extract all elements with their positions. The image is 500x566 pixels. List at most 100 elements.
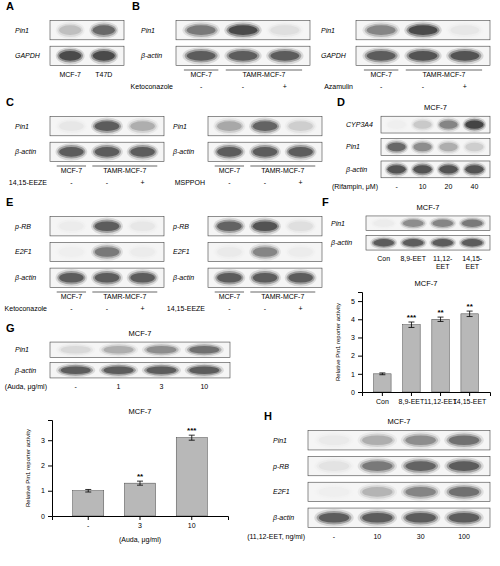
band — [401, 509, 440, 526]
axis-line — [363, 393, 491, 397]
lane-label: - — [200, 83, 203, 90]
panel-letter: A — [6, 0, 14, 12]
band-halo — [57, 23, 83, 36]
band-core — [319, 513, 349, 523]
title: MCF-7 — [415, 279, 438, 288]
band-halo — [129, 119, 157, 132]
band-glow — [99, 343, 138, 357]
band-halo — [101, 365, 136, 376]
band-glow — [444, 432, 483, 449]
blot-strip — [176, 21, 310, 40]
band — [446, 22, 483, 39]
band-halo — [57, 119, 85, 132]
band — [285, 218, 317, 235]
title: MCF-7 — [424, 103, 447, 112]
band-halo — [401, 218, 425, 228]
group-label: TAMR-MCF-7 — [422, 71, 465, 78]
band — [358, 432, 397, 449]
band — [358, 483, 397, 500]
lane-label: T47D — [95, 71, 112, 78]
band — [55, 118, 87, 135]
row-label: β-actin — [140, 52, 162, 60]
axis-line — [48, 421, 53, 517]
lane-label: Con — [377, 255, 390, 262]
bar-chart: 012345Con8,9-EET11,12-EET14,15-EET******… — [335, 279, 491, 405]
band-glow — [463, 139, 487, 154]
band-halo — [317, 511, 352, 525]
lane-label: + — [463, 83, 467, 90]
band — [459, 217, 486, 230]
blot-strip — [50, 342, 230, 357]
band-core — [367, 25, 396, 35]
band-core — [130, 221, 154, 231]
blot-strip — [50, 21, 124, 40]
band-halo — [464, 141, 485, 153]
x-label: (11,12-EET, ng/ml) — [247, 533, 305, 541]
lane-label: MCF-7 — [59, 71, 80, 78]
band-halo — [251, 271, 279, 285]
band-halo — [287, 145, 315, 158]
band — [249, 118, 281, 135]
bar — [124, 483, 155, 516]
lane-label: - — [70, 179, 73, 186]
band-glow — [213, 269, 245, 286]
tick-mark — [358, 319, 362, 320]
band-core — [413, 143, 431, 151]
tick-mark — [48, 516, 52, 517]
group-label: MCF-7 — [61, 167, 82, 174]
x-label: (Rifampin, μM) — [332, 183, 378, 191]
band — [401, 432, 440, 449]
lane-label: + — [141, 305, 145, 312]
blot-strip — [381, 161, 490, 178]
tick-label: 0 — [41, 513, 45, 520]
band — [459, 236, 486, 249]
band — [213, 218, 245, 235]
lane-label: - — [242, 83, 245, 90]
band-core — [409, 51, 438, 61]
band-glow — [91, 269, 123, 286]
lane-label: 20 — [445, 183, 453, 190]
band-halo — [438, 164, 459, 176]
tick-mark — [469, 392, 470, 396]
lane-label: 1 — [117, 383, 121, 390]
figure: APin1GAPDHMCF-7T47DBPin1β-actinMCF-7TAMR… — [0, 0, 500, 566]
band-core — [130, 121, 154, 131]
error-cap — [189, 440, 195, 441]
band-glow — [213, 118, 245, 135]
tick-label: 0 — [351, 389, 355, 396]
band — [91, 143, 123, 160]
group-label: MCF-7 — [219, 293, 240, 300]
band — [99, 343, 138, 357]
band-halo — [57, 271, 85, 285]
band-core — [387, 165, 405, 173]
band-halo — [438, 141, 459, 153]
significance-label: *** — [407, 313, 417, 322]
band-core — [61, 366, 91, 374]
band-halo — [215, 219, 243, 233]
band-halo — [185, 23, 218, 36]
tick-label: 14,15-EET — [453, 398, 487, 405]
blot-strip — [366, 216, 490, 231]
tick: 2 — [351, 352, 362, 359]
band-halo — [386, 141, 407, 153]
lane-label: 3 — [159, 383, 163, 390]
band-core — [229, 51, 258, 61]
band-glow — [224, 47, 261, 64]
band-core — [217, 121, 241, 131]
band — [91, 269, 123, 286]
band — [404, 47, 441, 64]
lane-label: - — [395, 183, 398, 190]
band-glow — [213, 218, 245, 235]
band-core — [465, 120, 483, 128]
band-halo — [448, 23, 481, 36]
band-core — [465, 143, 483, 151]
error-cap — [467, 316, 473, 317]
band-halo — [372, 218, 396, 228]
band-core — [362, 435, 392, 445]
band-glow — [370, 236, 397, 249]
group-label: TAMR-MCF-7 — [242, 71, 285, 78]
band-halo — [215, 271, 243, 285]
band-halo — [58, 365, 93, 376]
band — [55, 269, 87, 286]
y-label: Relative Pin1 reporter activity — [335, 303, 341, 381]
